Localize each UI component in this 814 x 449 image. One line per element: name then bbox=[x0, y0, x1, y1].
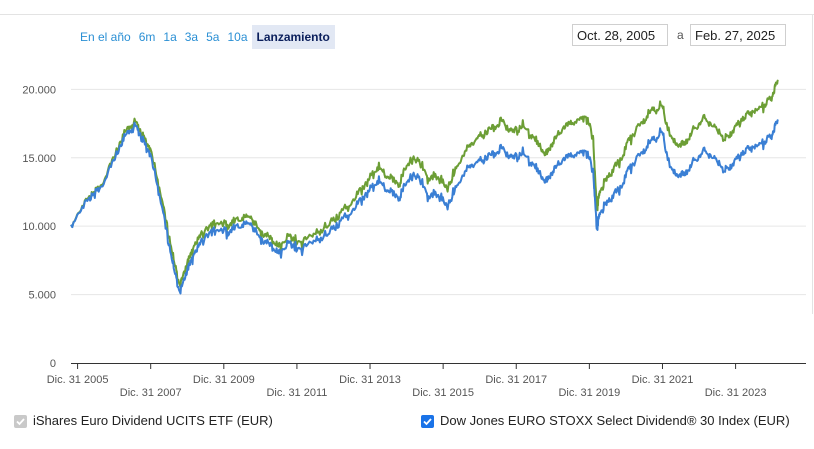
series-line-etf bbox=[70, 119, 779, 295]
x-tick-label: Dic. 31 2019 bbox=[558, 387, 620, 399]
legend-checkbox-index[interactable] bbox=[421, 415, 434, 428]
range-button-4[interactable]: 5a bbox=[206, 30, 220, 44]
x-tick-label: Dic. 31 2009 bbox=[193, 374, 255, 386]
legend-checkbox-etf[interactable] bbox=[14, 415, 27, 428]
x-tick-label: Dic. 31 2021 bbox=[632, 374, 694, 386]
x-tick-label: Dic. 31 2023 bbox=[705, 387, 767, 399]
y-tick-label: 5.000 bbox=[28, 290, 56, 302]
y-tick-label: 10.000 bbox=[22, 221, 56, 233]
series-line-index bbox=[70, 79, 779, 288]
x-tick-label: Dic. 31 2011 bbox=[266, 387, 327, 399]
right-border bbox=[812, 14, 813, 314]
range-button-3[interactable]: 3a bbox=[184, 30, 199, 44]
x-tick-label: Dic. 31 2015 bbox=[412, 387, 474, 399]
y-tick-label: 15.000 bbox=[22, 153, 56, 165]
date-separator: a bbox=[677, 28, 684, 42]
range-button-2[interactable]: 1a bbox=[163, 30, 177, 44]
range-button-0[interactable]: En el año bbox=[80, 30, 131, 44]
date-to-input[interactable]: Feb. 27, 2025 bbox=[690, 24, 786, 46]
x-tick-label: Dic. 31 2017 bbox=[485, 374, 547, 386]
x-tick-label: Dic. 31 2005 bbox=[47, 374, 109, 386]
range-button-6[interactable]: Lanzamiento bbox=[251, 25, 335, 49]
date-from-input[interactable]: Oct. 28, 2005 bbox=[572, 24, 668, 46]
y-tick-label: 0 bbox=[50, 358, 56, 370]
legend-item-index[interactable]: Dow Jones EURO STOXX Select Dividend® 30… bbox=[421, 413, 801, 429]
legend-label-index: Dow Jones EURO STOXX Select Dividend® 30… bbox=[440, 413, 790, 428]
legend-item-etf[interactable]: iShares Euro Dividend UCITS ETF (EUR) bbox=[14, 413, 273, 429]
range-button-1[interactable]: 6m bbox=[138, 30, 156, 44]
y-tick-label: 20.000 bbox=[22, 84, 56, 96]
top-border bbox=[0, 14, 814, 15]
range-button-5[interactable]: 10a bbox=[227, 30, 248, 44]
legend-label-etf: iShares Euro Dividend UCITS ETF (EUR) bbox=[33, 413, 273, 428]
x-tick-label: Dic. 31 2013 bbox=[339, 374, 401, 386]
x-tick-label: Dic. 31 2007 bbox=[120, 387, 182, 399]
range-selector: En el año 6m 1a 3a 5a 10a Lanzamiento bbox=[76, 25, 335, 49]
